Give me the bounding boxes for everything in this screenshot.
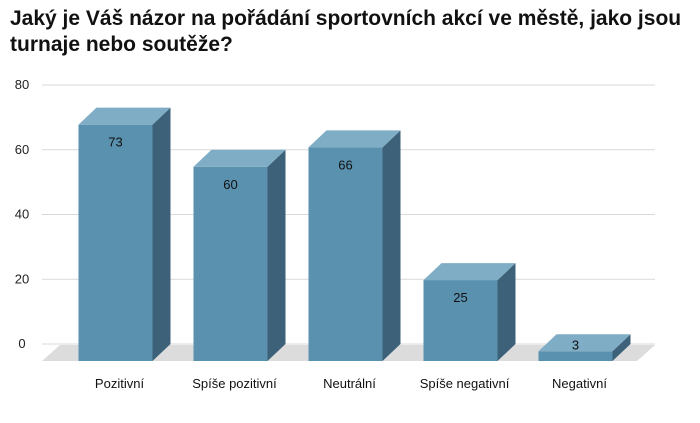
bar: 25 — [423, 263, 516, 361]
value-label: 73 — [108, 135, 122, 150]
bar: 66 — [308, 130, 401, 361]
bar-top — [423, 263, 516, 281]
bars: 73 60 66 25 3 — [78, 107, 631, 361]
category-label: Pozitivní — [95, 376, 145, 391]
bar-front — [193, 166, 268, 361]
category-label: Negativní — [552, 376, 607, 391]
bar-side — [267, 149, 286, 361]
bar-side — [497, 263, 516, 361]
bar: 73 — [78, 107, 171, 361]
bar-side — [152, 107, 171, 361]
y-tick-label: 80 — [15, 77, 29, 92]
value-label: 66 — [338, 157, 352, 172]
bar-top — [538, 334, 631, 352]
category-label: Spíše pozitivní — [192, 376, 277, 391]
bar-top — [308, 130, 401, 148]
bar: 3 — [538, 334, 631, 361]
value-label: 25 — [453, 290, 467, 305]
category-labels: Pozitivní Spíše pozitivní Neutrální Spíše n… — [95, 376, 607, 391]
bar-top — [78, 107, 171, 125]
category-label: Neutrální — [323, 376, 376, 391]
value-label: 60 — [223, 177, 237, 192]
y-tick-label: 40 — [15, 207, 29, 222]
y-tick-label: 20 — [15, 271, 29, 286]
y-axis-ticks: 0 20 40 60 80 — [15, 77, 29, 351]
bar-front — [78, 124, 153, 361]
category-label: Spíše negativní — [420, 376, 510, 391]
y-tick-label: 0 — [18, 336, 25, 351]
bar-front — [308, 147, 383, 361]
y-tick-label: 60 — [15, 142, 29, 157]
bar: 60 — [193, 149, 286, 361]
bar-top — [193, 149, 286, 167]
bar-front — [423, 280, 498, 361]
bar-side — [612, 334, 631, 361]
bar-front — [538, 351, 613, 361]
chart-title: Jaký je Váš názor na pořádání sportovníc… — [10, 7, 682, 56]
bar-side — [382, 130, 401, 361]
value-label: 3 — [572, 337, 579, 352]
